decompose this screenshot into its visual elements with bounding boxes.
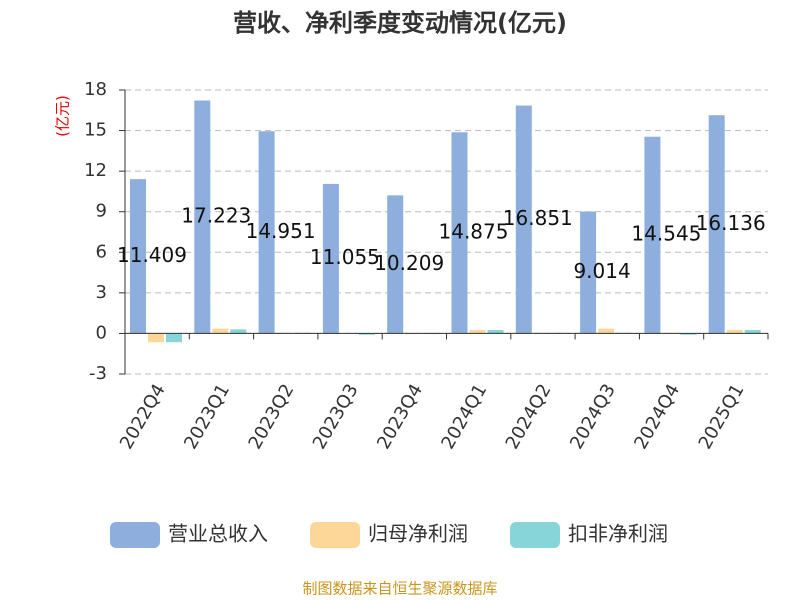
bar <box>469 330 486 334</box>
legend-item: 扣非净利润 <box>510 522 668 548</box>
x-tick-label: 2024Q3 <box>566 381 620 453</box>
bar <box>708 115 725 334</box>
bar <box>166 333 182 343</box>
y-tick-label: 3 <box>96 282 107 303</box>
value-label: 9.014 <box>573 259 630 283</box>
bar <box>387 195 404 334</box>
value-label: 11.055 <box>310 245 380 269</box>
x-tick-label: 2025Q1 <box>695 381 749 453</box>
y-tick-label: 18 <box>84 79 107 100</box>
value-label: 14.875 <box>439 219 509 243</box>
source-note: 制图数据来自恒生聚源数据库 <box>302 580 497 598</box>
bar <box>230 329 247 334</box>
value-label: 14.951 <box>246 219 316 243</box>
legend-item: 营业总收入 <box>110 522 268 548</box>
y-tick-label: 0 <box>96 322 107 343</box>
value-label: 16.851 <box>503 206 573 230</box>
bar <box>451 132 468 334</box>
y-tick-label: -3 <box>89 363 107 384</box>
bar <box>148 333 164 343</box>
legend-item: 归母净利润 <box>310 522 468 548</box>
bar <box>515 105 532 334</box>
bar <box>598 328 615 334</box>
x-tick-label: 2023Q4 <box>373 381 427 453</box>
value-label: 16.136 <box>696 211 766 235</box>
bar <box>580 211 597 334</box>
x-tick-label: 2024Q1 <box>437 381 491 453</box>
legend-label: 归母净利润 <box>368 522 468 546</box>
value-label: 17.223 <box>181 203 251 227</box>
x-tick-label: 2022Q4 <box>116 381 170 453</box>
bar <box>212 328 229 334</box>
bar <box>322 183 339 334</box>
value-label: 14.545 <box>631 222 701 246</box>
x-tick-label: 2023Q2 <box>245 381 299 453</box>
bar <box>487 330 504 334</box>
bar <box>726 330 743 334</box>
legend-swatch <box>510 522 560 548</box>
bar <box>644 136 661 334</box>
value-label: 11.409 <box>117 243 187 267</box>
legend-label: 扣非净利润 <box>568 522 668 546</box>
x-tick-label: 2023Q3 <box>309 381 363 453</box>
bar <box>130 179 146 334</box>
bar <box>258 131 275 334</box>
legend-swatch <box>110 522 160 548</box>
y-axis-label: (亿元) <box>54 95 72 137</box>
value-label: 10.209 <box>374 251 444 275</box>
chart-title: 营收、净利季度变动情况(亿元) <box>233 9 567 37</box>
y-tick-label: 6 <box>96 241 107 262</box>
y-tick-label: 9 <box>96 201 107 222</box>
y-tick-label: 12 <box>84 160 107 181</box>
x-tick-label: 2023Q1 <box>180 381 234 453</box>
x-tick-label: 2024Q4 <box>630 381 684 453</box>
y-tick-label: 15 <box>84 120 107 141</box>
bar <box>680 333 697 335</box>
bar <box>744 330 761 334</box>
legend-label: 营业总收入 <box>168 522 268 546</box>
legend-swatch <box>310 522 360 548</box>
bar <box>358 333 375 335</box>
x-tick-label: 2024Q2 <box>502 381 556 453</box>
bar <box>194 100 211 334</box>
